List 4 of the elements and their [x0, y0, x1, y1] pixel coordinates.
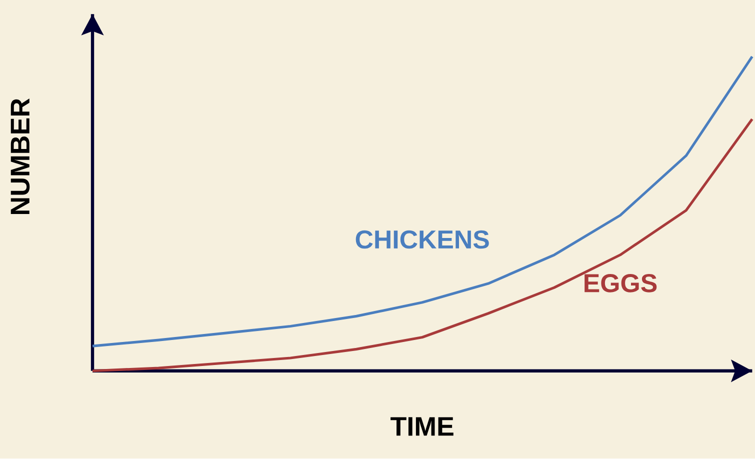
y-axis-title: NUMBER — [10, 98, 30, 214]
x-axis-title: TIME — [390, 417, 454, 436]
series-label: CHICKENS — [356, 230, 489, 249]
series-label: EGGS — [584, 274, 657, 293]
